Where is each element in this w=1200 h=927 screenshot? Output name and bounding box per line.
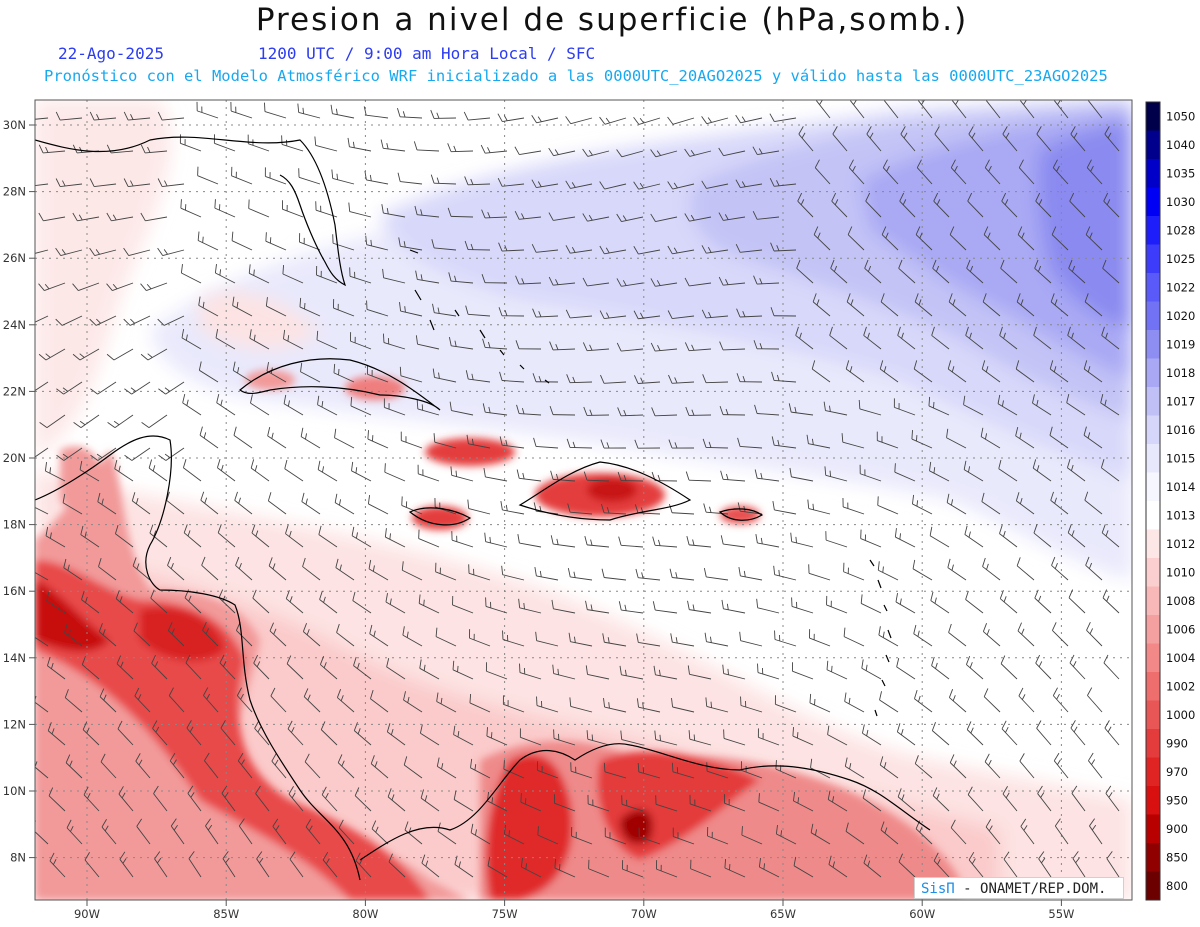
lon-label: 90W: [74, 907, 100, 921]
legend-swatch: [1146, 216, 1160, 245]
pressure-shading: [35, 100, 1132, 900]
legend-label: 1014: [1166, 480, 1195, 494]
legend-swatch: [1146, 529, 1160, 559]
legend-label: 1020: [1166, 309, 1195, 323]
legend-swatch: [1146, 643, 1160, 673]
legend-swatch: [1146, 244, 1160, 274]
legend-label: 1018: [1166, 366, 1195, 380]
wind-barbs: [35, 100, 1120, 878]
lat-label: 22N: [3, 384, 26, 398]
lat-label: 10N: [3, 784, 26, 798]
lon-label: 60W: [909, 907, 935, 921]
legend-label: 1017: [1166, 394, 1195, 408]
legend-label: 1035: [1166, 166, 1195, 180]
credit-box: SisΠ - ONAMET/REP.DOM.: [914, 877, 1124, 899]
lon-label: 65W: [770, 907, 796, 921]
legend-swatch: [1146, 501, 1160, 530]
lon-label: 55W: [1048, 907, 1074, 921]
map-title: Presion a nivel de superficie (hPa,somb.…: [255, 2, 969, 38]
legend-swatch: [1146, 558, 1160, 587]
legend-swatch: [1146, 472, 1160, 502]
legend-label: 850: [1166, 850, 1188, 864]
legend-swatch: [1146, 615, 1160, 644]
lat-lon-gridlines: [35, 100, 1132, 900]
lat-label: 18N: [3, 518, 26, 532]
legend-swatch: [1146, 757, 1160, 787]
pressure-legend: 1050 1040 1035 1030 1028 1025 1022 1020 1019 1018…: [1145, 101, 1195, 901]
credit-brand: SisΠ: [921, 881, 955, 897]
legend-label: 970: [1166, 765, 1188, 779]
legend-label: 1040: [1166, 138, 1195, 152]
lat-label: 28N: [3, 185, 26, 199]
forecast-time-info: 1200 UTC / 9:00 am Hora Local / SFC: [258, 44, 596, 63]
latitude-labels: 30N 28N 26N 24N 22N 20N 18N 16N 14N 12N 10N 8N: [3, 118, 35, 865]
legend-swatch: [1146, 358, 1160, 388]
legend-swatch: [1146, 415, 1160, 445]
legend-label: 1025: [1166, 252, 1195, 266]
legend-swatch: [1146, 301, 1160, 331]
legend-label: 1002: [1166, 679, 1195, 693]
legend-swatch: [1146, 700, 1160, 730]
legend-swatch: [1146, 814, 1160, 844]
legend-swatch: [1146, 871, 1160, 901]
lon-label: 80W: [352, 907, 378, 921]
forecast-date: 22-Ago-2025: [58, 44, 164, 63]
legend-label: 1016: [1166, 423, 1195, 437]
legend-label: 1000: [1166, 708, 1195, 722]
legend-label: 1008: [1166, 594, 1195, 608]
legend-swatch: [1146, 159, 1160, 188]
legend-swatch: [1146, 729, 1160, 758]
lat-label: 14N: [3, 651, 26, 665]
lon-label: 85W: [213, 907, 239, 921]
legend-label: 1013: [1166, 508, 1195, 522]
legend-label: 800: [1166, 879, 1188, 893]
legend-swatch: [1146, 672, 1160, 701]
credit-text: - ONAMET/REP.DOM.: [963, 881, 1107, 897]
lat-label: 24N: [3, 318, 26, 332]
legend-swatch: [1146, 102, 1160, 131]
legend-label: 990: [1166, 736, 1188, 750]
legend-swatch: [1146, 387, 1160, 416]
legend-label: 1010: [1166, 565, 1195, 579]
legend-swatch: [1146, 586, 1160, 616]
legend-swatch: [1146, 444, 1160, 473]
lat-label: 8N: [10, 851, 26, 865]
legend-label: 1028: [1166, 223, 1195, 237]
legend-swatch: [1146, 130, 1160, 160]
legend-label: 1030: [1166, 195, 1195, 209]
legend-swatch: [1146, 786, 1160, 815]
coastlines: [35, 136, 931, 881]
lat-label: 30N: [3, 118, 26, 132]
legend-label: 1050: [1166, 109, 1195, 123]
legend-label: 1006: [1166, 622, 1195, 636]
legend-label: 1019: [1166, 337, 1195, 351]
lat-label: 26N: [3, 251, 26, 265]
lat-label: 20N: [3, 451, 26, 465]
legend-label: 1015: [1166, 451, 1195, 465]
legend-label: 900: [1166, 822, 1188, 836]
plot-frame: [34, 99, 1133, 901]
lon-label: 75W: [492, 907, 518, 921]
legend-label: 1004: [1166, 651, 1195, 665]
legend-label: 1012: [1166, 537, 1195, 551]
lat-label: 16N: [3, 584, 26, 598]
legend-swatch: [1146, 273, 1160, 302]
lat-label: 12N: [3, 717, 26, 731]
legend-swatch: [1146, 187, 1160, 217]
legend-label: 950: [1166, 793, 1188, 807]
model-info: Pronóstico con el Modelo Atmosférico WRF…: [44, 67, 1108, 85]
legend-swatch: [1146, 843, 1160, 872]
longitude-labels: 90W 85W 80W 75W 70W 65W 60W 55W: [74, 900, 1074, 921]
lon-label: 70W: [631, 907, 657, 921]
legend-label: 1022: [1166, 280, 1195, 294]
legend-swatch: [1146, 330, 1160, 359]
